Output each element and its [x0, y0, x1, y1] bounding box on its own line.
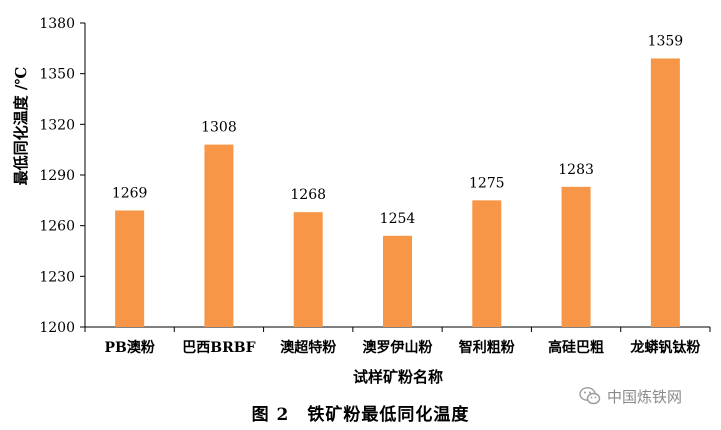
bar — [383, 235, 412, 327]
data-label: 1269 — [112, 185, 148, 201]
bar — [650, 58, 680, 327]
plot-area: 1200 1230 1260 1290 1320 1350 1380 1269 PB澳粉 1308… — [39, 16, 711, 356]
y-axis-label: 最低同化温度 /℃ — [12, 67, 30, 186]
bar — [204, 144, 234, 327]
x-tick-label: 智利粗粉 — [458, 339, 515, 356]
data-label: 1283 — [558, 162, 594, 178]
bar — [561, 186, 591, 327]
x-tick-label: 澳罗伊山粉 — [363, 339, 433, 356]
watermark: 中国炼铁网 — [579, 384, 682, 408]
y-tick-label: 1290 — [39, 168, 75, 184]
y-tick-label: 1380 — [39, 16, 75, 32]
x-axis-label: 试样矿粉名称 — [353, 368, 443, 386]
x-tick-label: 巴西BRBF — [182, 340, 255, 356]
x-tick-label: 龙蟒钒钛粉 — [629, 339, 700, 356]
data-label: 1308 — [201, 120, 237, 136]
x-tick-label: 澳超特粉 — [280, 339, 336, 356]
bar — [472, 200, 502, 327]
watermark-text: 中国炼铁网 — [607, 387, 683, 406]
data-label: 1359 — [648, 33, 684, 49]
bar — [115, 210, 145, 327]
bar — [293, 212, 323, 327]
data-label: 1254 — [380, 211, 416, 227]
y-tick-label: 1350 — [39, 67, 75, 83]
x-tick-label: PB澳粉 — [104, 339, 154, 356]
y-tick-label: 1260 — [39, 219, 75, 235]
y-tick-label: 1230 — [39, 269, 75, 285]
data-label: 1275 — [469, 175, 505, 191]
x-tick-label: 高硅巴粗 — [548, 339, 604, 356]
figure-caption: 图 2 铁矿粉最低同化温度 — [251, 405, 470, 425]
data-label: 1268 — [290, 187, 326, 203]
y-tick-label: 1320 — [39, 117, 75, 133]
y-tick-label: 1200 — [39, 320, 75, 336]
wechat-logo-icon — [579, 386, 601, 406]
